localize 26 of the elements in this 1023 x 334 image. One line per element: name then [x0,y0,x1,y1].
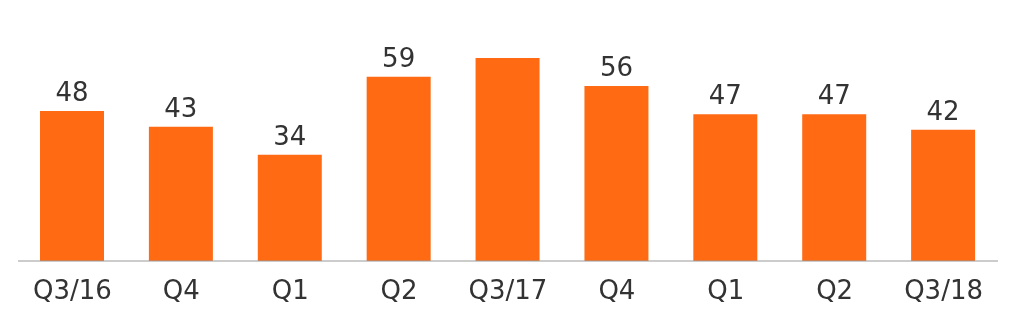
bar [148,126,213,261]
data-label: 48 [55,77,89,108]
data-label: 59 [382,42,416,73]
bar [475,58,540,261]
x-tick-label: Q2 [380,275,418,306]
bar [802,114,867,261]
x-tick-label: Q1 [271,275,309,306]
bar [911,129,976,261]
x-tick-label: Q3/18 [904,275,983,306]
x-tick-label: Q3/17 [468,275,548,306]
bar [257,154,322,261]
data-label: 47 [708,80,742,111]
x-tick-label: Q3/16 [33,275,112,306]
x-tick-label: Q4 [598,275,636,306]
data-label: 47 [817,80,851,111]
data-label: 43 [164,92,198,123]
x-tick-label: Q2 [816,275,854,306]
data-label: 34 [273,120,307,151]
bar [693,114,758,261]
bar [366,76,431,261]
bar [40,111,104,261]
data-label: 42 [926,95,960,126]
x-tick-label: Q4 [162,275,200,306]
data-label: 56 [599,52,633,83]
x-tick-label: Q1 [707,275,745,306]
bar [584,86,649,261]
